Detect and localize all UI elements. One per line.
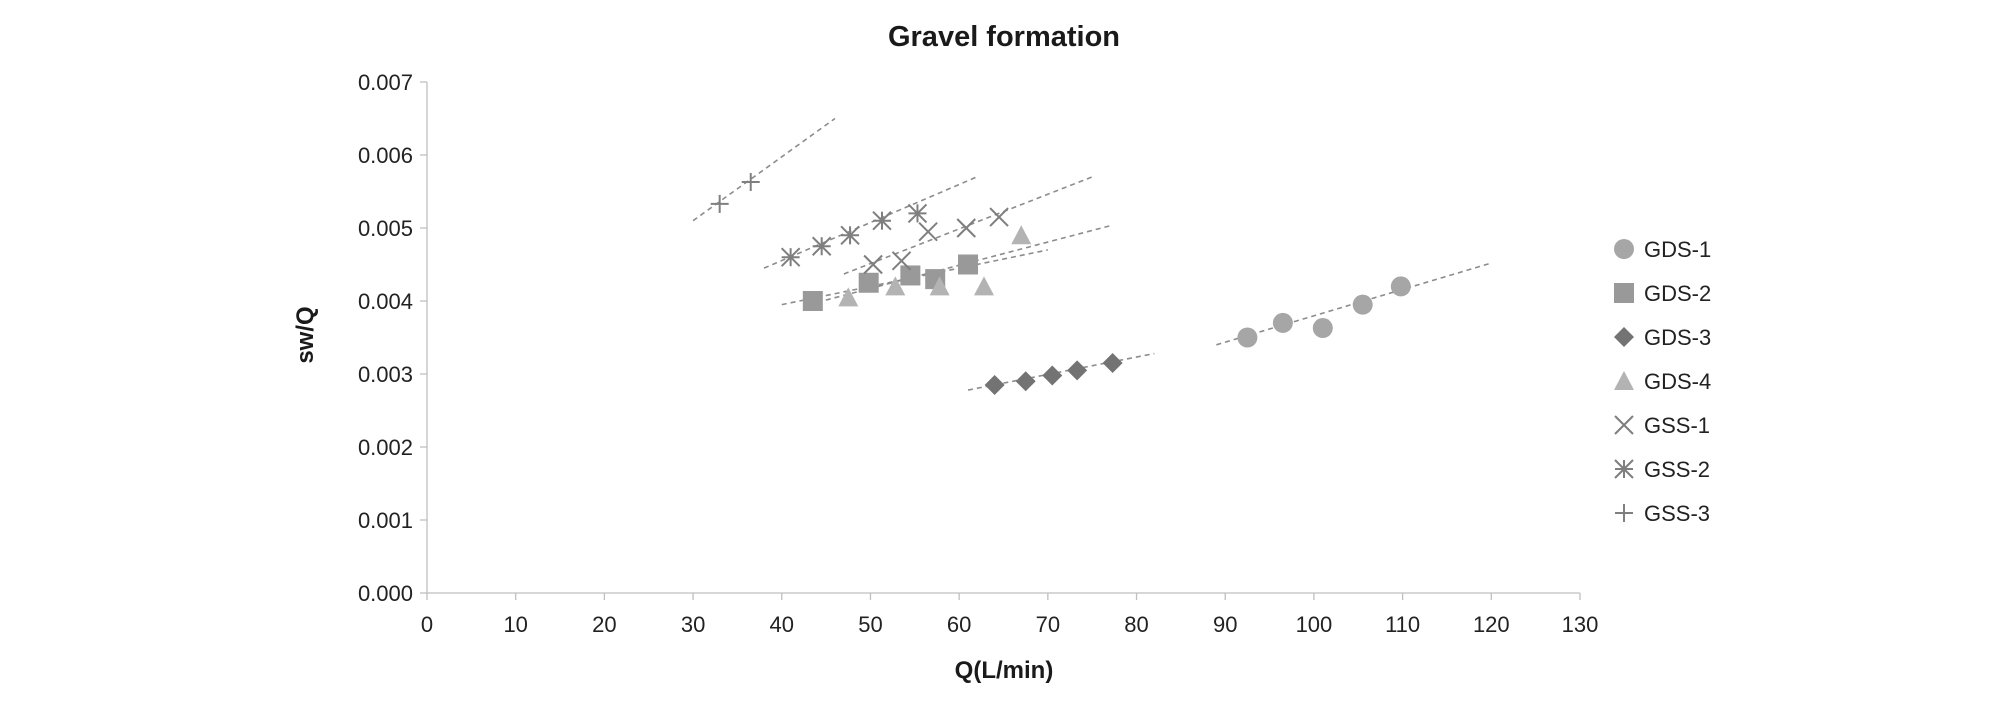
data-point-gss-1: [863, 254, 883, 275]
x-tick-label: 90: [1213, 612, 1237, 637]
data-points: [710, 173, 1411, 395]
y-tick-label: 0.007: [358, 70, 413, 95]
data-point-gds-3: [1015, 371, 1036, 392]
data-point-gss-3: [741, 173, 760, 192]
x-tick-label: 80: [1124, 612, 1148, 637]
y-axis-title: sw/Q: [292, 306, 319, 363]
legend-marker-gss-1: [1614, 415, 1634, 435]
data-point-gds-3: [1067, 360, 1088, 381]
data-point-gss-2: [840, 225, 860, 246]
data-point-gds-2: [958, 254, 979, 275]
data-point-gds-1: [1390, 276, 1411, 297]
data-point-gss-2: [872, 210, 892, 231]
x-tick-label: 10: [503, 612, 527, 637]
legend-label: GDS-2: [1644, 281, 1711, 306]
x-tick-label: 20: [592, 612, 616, 637]
data-point-gss-1: [989, 207, 1009, 227]
legend-marker-gds-4: [1614, 371, 1634, 390]
y-tick-label: 0.006: [358, 143, 413, 168]
data-point-gds-3: [1042, 365, 1063, 386]
x-tick-label: 130: [1562, 612, 1599, 637]
x-tick-label: 60: [947, 612, 971, 637]
legend-label: GSS-2: [1644, 457, 1710, 482]
data-point-gds-3: [984, 374, 1005, 395]
data-point-gds-1: [1237, 327, 1258, 348]
x-tick-label: 0: [421, 612, 433, 637]
legend-marker-gds-2: [1614, 283, 1634, 303]
axes: 0.000 0.001 0.002 0.003 0.004 0.005 0.006 0.007…: [358, 70, 1598, 637]
data-point-gss-2: [811, 236, 832, 256]
data-point-gss-2: [907, 203, 928, 224]
legend-label: GDS-3: [1644, 325, 1711, 350]
legend-label: GSS-1: [1644, 413, 1710, 438]
data-point-gds-2: [858, 272, 879, 293]
trendline-gss-3: [692, 117, 836, 222]
x-tick-label: 30: [681, 612, 705, 637]
x-tick-label: 120: [1473, 612, 1510, 637]
data-point-gds-4: [885, 276, 906, 296]
legend-label: GSS-3: [1644, 501, 1710, 526]
data-point-gss-3: [710, 194, 729, 213]
data-point-gds-4: [973, 276, 994, 296]
data-point-gds-2: [900, 265, 921, 286]
x-tick-label: 110: [1385, 612, 1420, 637]
y-tick-label: 0.005: [358, 216, 413, 241]
legend-label: GDS-1: [1644, 237, 1711, 262]
data-point-gds-4: [929, 276, 950, 296]
data-point-gds-4: [1011, 225, 1032, 245]
data-point-gds-3: [1102, 353, 1123, 374]
y-tick-label: 0.001: [358, 508, 413, 533]
data-point-gss-2: [780, 247, 801, 267]
data-point-gds-4: [838, 287, 859, 307]
data-point-gss-1: [891, 251, 912, 271]
x-tick-label: 50: [858, 612, 882, 637]
x-axis-title: Q(L/min): [955, 657, 1054, 684]
legend-marker-gds-1: [1614, 239, 1634, 259]
trendline-gss-2: [763, 176, 978, 269]
x-tick-label: 70: [1036, 612, 1060, 637]
chart-title: Gravel formation: [888, 21, 1120, 53]
data-point-gds-2: [802, 291, 823, 311]
x-tick-label: 100: [1296, 612, 1333, 637]
y-tick-label: 0.004: [358, 289, 413, 314]
data-point-gss-1: [956, 218, 976, 238]
data-point-gds-1: [1352, 294, 1373, 315]
x-tick-label: 40: [770, 612, 794, 637]
y-tick-label: 0.003: [358, 362, 413, 387]
data-point-gss-1: [918, 221, 938, 242]
legend-marker-gds-3: [1614, 327, 1634, 347]
trendline-gds-1: [1216, 262, 1492, 346]
y-tick-label: 0.002: [358, 435, 413, 460]
data-point-gds-1: [1272, 312, 1293, 333]
legend-marker-gss-2: [1614, 459, 1634, 479]
legend: GDS-1 GDS-2 GDS-3 GDS-4 GSS-1 GSS-2 GSS-3: [1614, 237, 1711, 526]
y-tick-label: 0.000: [358, 581, 413, 606]
legend-label: GDS-4: [1644, 369, 1711, 394]
legend-marker-gss-3: [1615, 504, 1633, 522]
data-point-gds-1: [1312, 318, 1333, 339]
